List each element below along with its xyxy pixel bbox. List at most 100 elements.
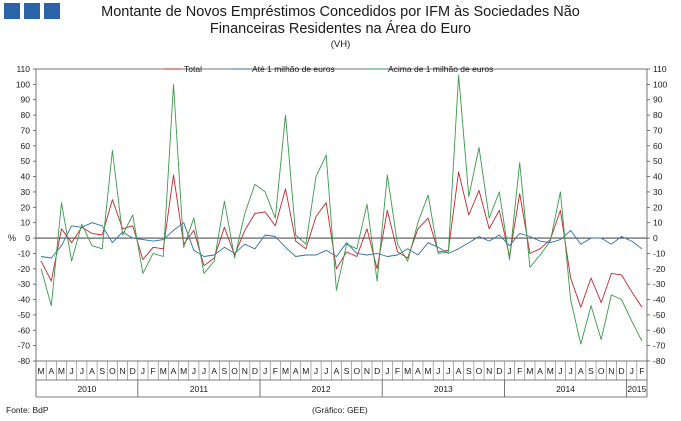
x-month-label: M (38, 366, 45, 376)
y-tick-label-right: -60 (653, 325, 666, 335)
x-month-label: N (242, 366, 248, 376)
x-month-label: S (466, 366, 472, 376)
y-tick-label-right: 60 (653, 141, 663, 151)
x-month-label: A (334, 366, 340, 376)
x-month-label: J (202, 366, 206, 376)
x-month-label: D (618, 366, 624, 376)
y-tick-label-left: -20 (18, 264, 31, 274)
x-month-label: D (252, 366, 258, 376)
x-month-label: J (314, 366, 318, 376)
x-month-label: M (282, 366, 289, 376)
x-month-label: M (160, 366, 167, 376)
y-tick-label-right: 10 (653, 218, 663, 228)
series-line-1 (40, 171, 643, 308)
y-tick-label-left: 40 (21, 172, 31, 182)
x-month-label: J (70, 366, 74, 376)
x-month-label: N (608, 366, 614, 376)
x-month-label: M (526, 366, 533, 376)
y-tick-label-right: 20 (653, 202, 663, 212)
y-tick-label-left: 70 (21, 125, 31, 135)
y-tick-label-right: 110 (653, 64, 667, 74)
x-year-label: 2010 (77, 384, 96, 394)
y-tick-label-right: 40 (653, 172, 663, 182)
x-month-label: S (588, 366, 594, 376)
legend-label: Até 1 milhão de euros (252, 64, 335, 74)
x-month-label: F (395, 366, 400, 376)
x-month-label: F (273, 366, 278, 376)
y-tick-label-right: -20 (653, 264, 666, 274)
logo-square (24, 3, 40, 19)
y-tick-label-right: -30 (653, 279, 666, 289)
y-tick-label-right: -40 (653, 295, 666, 305)
x-month-label: J (324, 366, 328, 376)
x-year-label: 2014 (556, 384, 575, 394)
y-tick-label-right: 0 (653, 233, 658, 243)
y-tick-label-left: -50 (18, 310, 31, 320)
y-tick-label-left: 60 (21, 141, 31, 151)
x-month-label: F (517, 366, 522, 376)
x-month-label: O (353, 366, 360, 376)
x-month-label: J (141, 366, 145, 376)
x-month-label: D (496, 366, 502, 376)
x-month-label: A (415, 366, 421, 376)
x-month-label: J (558, 366, 562, 376)
y-tick-label-left: 110 (16, 64, 30, 74)
x-month-label: J (385, 366, 389, 376)
x-month-label: F (639, 366, 644, 376)
x-month-label: O (598, 366, 605, 376)
y-tick-label-right: 50 (653, 156, 663, 166)
x-month-label: M (180, 366, 187, 376)
legend-label: Total (184, 64, 202, 74)
x-year-label: 2013 (434, 384, 453, 394)
y-tick-label-right: 90 (653, 95, 663, 105)
chart-subtitle: (VH) (330, 39, 351, 50)
y-tick-label-left: 10 (21, 218, 31, 228)
x-month-label: S (99, 366, 105, 376)
y-tick-label-left: 0 (25, 233, 30, 243)
legend-label: Acima de 1 milhão de euros (388, 64, 493, 74)
x-month-label: J (436, 366, 440, 376)
x-year-label: 2015 (627, 384, 646, 394)
x-month-label: A (48, 366, 54, 376)
x-month-label: M (547, 366, 554, 376)
y-tick-label-right: 30 (653, 187, 663, 197)
x-month-label: N (486, 366, 492, 376)
x-month-label: J (446, 366, 450, 376)
x-year-label: 2011 (190, 384, 209, 394)
x-month-label: J (192, 366, 196, 376)
x-month-label: M (58, 366, 65, 376)
y-tick-label-left: 50 (21, 156, 31, 166)
credit-note: (Gráfico: GEE) (312, 405, 368, 415)
x-month-label: M (302, 366, 309, 376)
y-tick-label-right: -70 (653, 341, 666, 351)
y-unit-label: % (8, 233, 16, 243)
x-month-label: N (364, 366, 370, 376)
x-month-label: J (80, 366, 84, 376)
x-month-label: D (130, 366, 136, 376)
x-month-label: J (263, 366, 267, 376)
y-tick-label-left: -10 (18, 248, 31, 258)
x-month-label: A (456, 366, 462, 376)
y-tick-label-left: -40 (18, 295, 31, 305)
x-month-label: N (119, 366, 125, 376)
x-month-label: M (404, 366, 411, 376)
x-month-label: J (507, 366, 511, 376)
y-tick-label-right: 100 (653, 79, 667, 89)
x-month-label: A (293, 366, 299, 376)
x-month-label: O (231, 366, 238, 376)
y-tick-label-left: -30 (18, 279, 31, 289)
series-line-3 (40, 74, 643, 345)
y-tick-label-right: -50 (653, 310, 666, 320)
y-tick-label-right: 70 (653, 125, 663, 135)
y-tick-label-left: 100 (16, 79, 30, 89)
y-tick-label-left: -70 (18, 341, 31, 351)
y-tick-label-left: 90 (21, 95, 31, 105)
logo-square (44, 3, 60, 19)
y-tick-label-left: 30 (21, 187, 31, 197)
source-note: Fonte: BdP (6, 405, 49, 415)
series-line-2 (41, 222, 643, 259)
x-month-label: O (109, 366, 116, 376)
y-tick-label-left: -80 (18, 356, 31, 366)
x-month-label: O (476, 366, 483, 376)
y-tick-label-left: -60 (18, 325, 31, 335)
